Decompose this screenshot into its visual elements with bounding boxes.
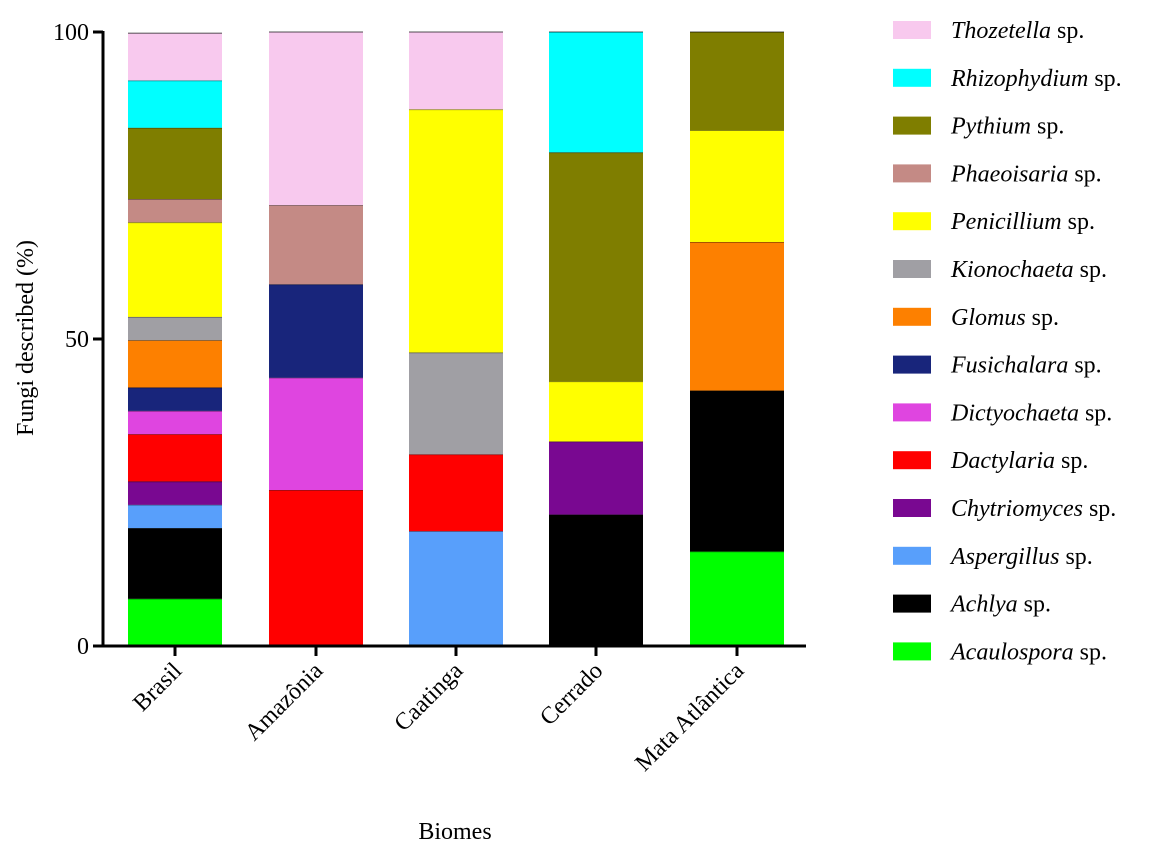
bar-segment [409, 454, 503, 532]
legend-label: Acaulospora sp. [949, 639, 1107, 665]
legend-swatch [893, 307, 931, 326]
legend-label: Achlya sp. [949, 592, 1051, 618]
y-ticks: 0 50 100 [53, 20, 103, 660]
x-tick-label: Amazônia [240, 658, 328, 746]
legend-swatch [893, 68, 931, 87]
legend-swatch [893, 164, 931, 183]
legend-swatch [893, 212, 931, 231]
legend-label: Thozetella sp. [951, 18, 1084, 44]
legend-label: Aspergillus sp. [949, 544, 1093, 570]
bar-segment [128, 387, 222, 411]
bar-segment [269, 32, 363, 206]
legend-label: Kionochaeta sp. [950, 257, 1107, 283]
bar-segment [409, 352, 503, 455]
x-axis-title: Biomes [418, 819, 491, 843]
y-tick-label: 0 [77, 634, 89, 660]
bar-segment [128, 340, 222, 388]
legend: Thozetella sp. Rhizophydium sp. Pythium sp… [893, 18, 1122, 665]
legend-label: Dactylaria sp. [950, 448, 1088, 474]
legend-swatch [893, 21, 931, 39]
bar-segment [549, 381, 643, 442]
legend-swatch [893, 451, 931, 470]
bar-segment [269, 490, 363, 646]
bar-segment [690, 551, 784, 646]
legend-label: Fusichalara sp. [950, 353, 1102, 379]
bar-segment [549, 514, 643, 646]
bar-segment [128, 528, 222, 599]
bar-segment [409, 109, 503, 353]
bar-segment [409, 32, 503, 110]
bar-segment [549, 441, 643, 515]
bar-segment [409, 531, 503, 646]
legend-swatch [893, 260, 931, 278]
bar-segment [128, 316, 222, 341]
legend-swatch [893, 546, 931, 565]
legend-swatch [893, 355, 931, 374]
legend-label: Chytriomyces sp. [951, 496, 1116, 522]
x-ticks: Brasil Amazônia Caatinga Cerrado Mata Atlânt… [128, 646, 749, 777]
bar-segment [690, 390, 784, 552]
y-axis-title: Fungi described (%) [13, 240, 39, 436]
y-tick-label: 50 [65, 327, 89, 353]
legend-label: Phaeoisaria sp. [950, 161, 1102, 187]
bar-segment [269, 205, 363, 285]
legend-swatch [893, 594, 931, 613]
bar-segment [690, 241, 784, 391]
legend-swatch [893, 403, 931, 422]
legend-label: Rhizophydium sp. [950, 66, 1122, 92]
bar-segment [128, 481, 222, 505]
bar-segment [128, 434, 222, 482]
bars-layer [128, 31, 784, 646]
legend-label: Glomus sp. [951, 305, 1059, 331]
y-tick-label: 100 [53, 20, 89, 46]
bar-segment [269, 377, 363, 491]
legend-swatch [893, 499, 931, 517]
bar-segment [128, 222, 222, 317]
bar-segment [549, 32, 643, 153]
bar-segment [128, 127, 222, 200]
legend-label: Penicillium sp. [950, 209, 1095, 235]
bar-segment [690, 130, 784, 242]
bar-segment [128, 80, 222, 128]
x-tick-label: Brasil [128, 658, 187, 717]
legend-swatch [893, 116, 931, 135]
bar-segment [690, 32, 784, 131]
x-tick-label: Cerrado [535, 658, 608, 731]
bar-segment [128, 504, 222, 529]
bar-segment [269, 284, 363, 378]
x-tick-label: Mata Atlântica [630, 658, 749, 777]
legend-label: Pythium sp. [950, 114, 1064, 140]
bar-segment [128, 33, 222, 81]
bar-segment [128, 199, 222, 223]
legend-swatch [893, 642, 931, 661]
bar-segment [549, 152, 643, 382]
x-tick-label: Caatinga [390, 658, 469, 737]
bar-segment [128, 410, 222, 435]
legend-label: Dictyochaeta sp. [950, 400, 1112, 426]
bar-segment [128, 598, 222, 646]
